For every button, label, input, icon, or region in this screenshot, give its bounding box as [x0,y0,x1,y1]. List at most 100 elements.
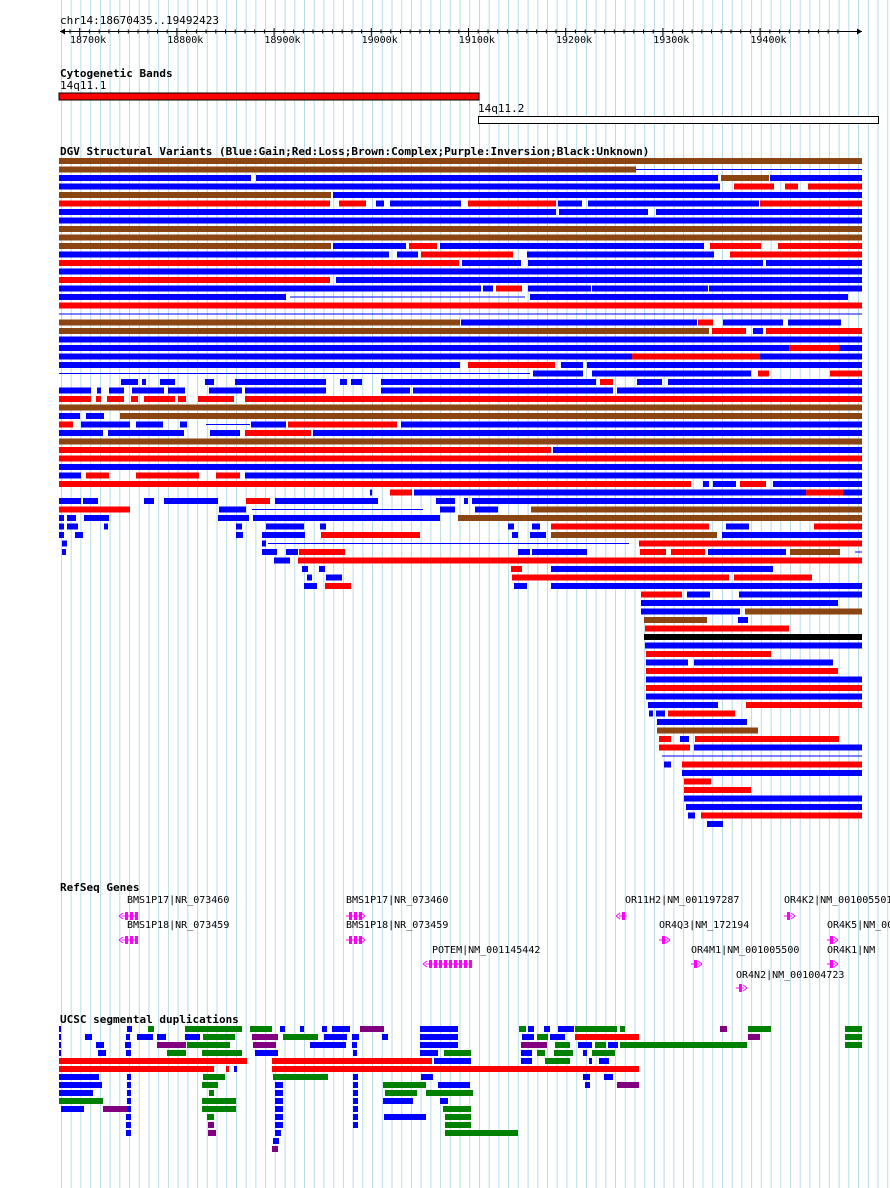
segdup-feature[interactable] [443,1106,471,1112]
refseq-gene-model[interactable] [615,912,627,920]
refseq-gene-model[interactable] [736,984,748,992]
segdup-feature[interactable] [322,1026,327,1032]
segdup-feature[interactable] [207,1114,214,1120]
segdup-feature[interactable] [283,1034,318,1040]
dgv-variant[interactable] [262,532,305,538]
dgv-variant[interactable] [551,523,709,530]
segdup-feature[interactable] [845,1026,862,1032]
dgv-variant[interactable] [390,489,412,496]
dgv-variant[interactable] [687,591,710,598]
segdup-track-title[interactable]: UCSC segmental duplications [60,1013,239,1026]
refseq-gene-label[interactable]: BMS1P17|NR_073460 [127,895,230,906]
segdup-feature[interactable] [59,1050,61,1056]
dgv-variant[interactable] [530,532,546,538]
dgv-variant[interactable] [370,489,372,496]
dgv-variant[interactable] [180,421,187,428]
segdup-feature[interactable] [226,1066,229,1072]
segdup-feature[interactable] [185,1034,200,1040]
dgv-variant[interactable] [462,260,521,266]
refseq-gene-label[interactable]: OR4Q3|NM_172194 [659,920,750,931]
segdup-feature[interactable] [202,1082,218,1088]
dgv-variant[interactable] [472,498,862,504]
dgv-variant[interactable] [351,379,362,385]
dgv-variant[interactable] [381,379,596,385]
segdup-feature[interactable] [578,1042,592,1048]
dgv-variant[interactable] [808,183,862,190]
segdup-feature[interactable] [521,1058,532,1064]
segdup-feature[interactable] [59,1042,61,1048]
dgv-variant[interactable] [104,523,108,530]
dgv-variant[interactable] [205,379,214,385]
segdup-feature[interactable] [420,1042,458,1048]
segdup-feature[interactable] [126,1122,131,1128]
segdup-feature[interactable] [275,1130,281,1136]
dgv-variant[interactable] [59,294,286,300]
dgv-variant[interactable] [646,659,688,666]
dgv-variant[interactable] [97,387,101,394]
segdup-feature[interactable] [203,1034,235,1040]
dgv-variant[interactable] [59,302,862,309]
segdup-feature[interactable] [353,1098,358,1104]
segdup-feature[interactable] [127,1026,132,1032]
dgv-variant[interactable] [587,362,862,368]
segdup-feature[interactable] [275,1098,283,1104]
segdup-feature[interactable] [537,1050,545,1056]
dgv-variant[interactable] [251,421,286,428]
segdup-feature[interactable] [59,1066,214,1072]
refseq-gene-model[interactable] [422,960,472,968]
segdup-feature[interactable] [519,1026,526,1032]
dgv-variant[interactable] [84,515,109,521]
segdup-feature[interactable] [127,1090,131,1096]
dgv-variant[interactable] [313,430,862,436]
dgv-variant[interactable] [59,183,720,190]
dgv-variant[interactable] [766,260,862,266]
dgv-variant[interactable] [59,523,64,530]
segdup-feature[interactable] [272,1058,432,1064]
dgv-variant[interactable] [304,583,317,589]
dgv-variant[interactable] [236,523,242,530]
segdup-feature[interactable] [383,1082,426,1088]
segdup-feature[interactable] [59,1090,93,1096]
segdup-feature[interactable] [126,1050,131,1056]
dgv-variant[interactable] [686,804,862,810]
segdup-feature[interactable] [353,1074,358,1080]
segdup-feature[interactable] [617,1082,639,1088]
dgv-variant[interactable] [646,651,771,657]
dgv-variant[interactable] [219,506,246,513]
dgv-variant[interactable] [59,430,103,436]
dgv-variant[interactable] [641,591,682,598]
segdup-feature[interactable] [253,1042,276,1048]
segdup-feature[interactable] [127,1106,131,1112]
segdup-feature[interactable] [537,1034,548,1040]
dgv-variant[interactable] [528,285,591,292]
segdup-feature[interactable] [434,1058,471,1064]
dgv-variant[interactable] [640,549,666,555]
dgv-track-title[interactable]: DGV Structural Variants (Blue:Gain;Red:L… [60,145,650,158]
segdup-feature[interactable] [445,1122,471,1128]
segdup-feature[interactable] [592,1050,615,1056]
dgv-variant[interactable] [496,285,522,292]
refseq-gene-model[interactable] [118,912,138,920]
refseq-track-title[interactable]: RefSeq Genes [60,881,140,894]
dgv-variant[interactable] [617,387,862,394]
dgv-variant[interactable] [59,498,81,504]
dgv-variant[interactable] [286,549,298,555]
dgv-variant[interactable] [336,277,862,283]
dgv-variant[interactable] [538,353,561,360]
refseq-gene-model[interactable] [827,936,839,944]
refseq-gene-label[interactable]: BMS1P18|NR_073459 [346,920,449,931]
dgv-variant[interactable] [59,251,389,258]
dgv-variant[interactable] [59,285,481,292]
dgv-variant[interactable] [144,396,175,402]
dgv-variant[interactable] [668,379,862,385]
segdup-feature[interactable] [583,1050,587,1056]
dgv-variant[interactable] [59,464,862,470]
refseq-gene-label[interactable]: OR4K5|NM_00 [827,920,890,931]
dgv-variant[interactable] [325,583,351,589]
dgv-variant[interactable] [682,761,862,768]
dgv-variant[interactable] [262,540,266,547]
dgv-variant[interactable] [59,515,64,521]
dgv-variant[interactable] [637,379,662,385]
dgv-variant[interactable] [646,676,862,683]
segdup-feature[interactable] [234,1066,237,1072]
